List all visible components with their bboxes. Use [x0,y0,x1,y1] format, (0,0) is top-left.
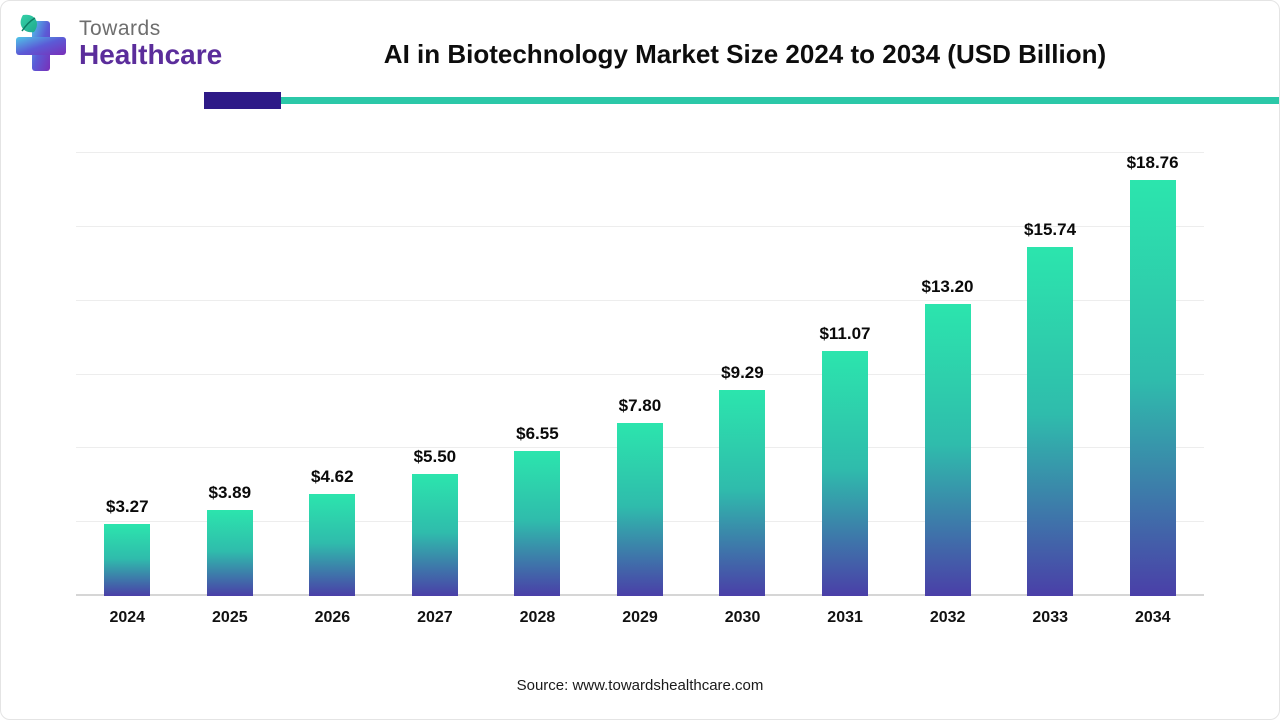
towards-healthcare-logo-icon [16,14,66,71]
bar-value-label: $9.29 [721,363,764,383]
x-axis-label: 2030 [724,609,761,626]
x-axis-label: 2034 [1134,609,1171,626]
bar-column: $15.74 [1024,153,1077,596]
bar-column: $4.62 [309,153,356,596]
bar-column: $13.20 [921,153,974,596]
chart-title: AI in Biotechnology Market Size 2024 to … [383,39,1107,69]
bar-column: $18.76 [1126,153,1179,596]
x-axis-row: 2024 2025 2026 2027 2028 2029 2030 2031 2032 2033… [76,609,1204,627]
gridline [76,299,1204,301]
bar-value-label: $18.76 [1126,153,1179,173]
header-rule-purple [204,92,281,109]
bar [1027,247,1074,596]
bar [924,303,971,596]
bars-row: $3.27 $3.89 $4.62 $5.50 $6.55 $7.80 $9.29 $11.0… [76,153,1204,596]
bar [206,509,253,596]
bar-value-label: $15.74 [1024,220,1077,240]
x-axis-label: 2033 [1032,609,1068,626]
x-axis-label: 2029 [622,609,658,626]
bar-column: $11.07 [819,153,871,596]
x-axis-label: 2032 [929,609,966,626]
logo-healthcare-label: Healthcare [79,39,223,71]
header-rule-teal [281,97,1279,104]
bar-value-label: $3.27 [105,496,149,516]
bar-value-label: $13.20 [921,276,974,296]
bar-value-label: $3.89 [208,482,252,502]
source-note: Source: www.towardshealthcare.com [516,677,764,694]
bar-column: $6.55 [514,153,561,596]
logo-towards-label: Towards [79,17,161,41]
x-axis-label: 2031 [827,609,863,626]
bar-column: $5.50 [411,153,458,596]
bar [309,493,356,596]
bar [104,523,151,596]
bar-value-label: $7.80 [618,396,662,416]
bar-column: $3.27 [104,153,151,596]
bar-column: $9.29 [719,153,766,596]
gridline [76,152,1204,153]
bar [821,350,868,596]
x-axis-label: 2025 [212,609,248,626]
x-axis-label: 2026 [314,609,351,626]
bar [514,450,561,596]
x-axis-label: 2027 [417,609,453,626]
bar-chart: $3.27 $3.89 $4.62 $5.50 $6.55 $7.80 $9.29 $11.0… [76,152,1204,596]
bar [1129,180,1176,596]
bar [719,390,766,596]
gridline [76,373,1204,375]
logo-text: Towards Healthcare [79,17,223,71]
bar-column: $3.89 [206,153,253,596]
gridline [76,225,1204,227]
bar-value-label: $11.07 [819,323,871,343]
bar [411,474,458,596]
logo: Towards Healthcare [13,13,222,75]
bar-column: $7.80 [616,153,663,596]
bar [616,423,663,596]
bar-value-label: $6.55 [516,423,559,443]
x-axis-label: 2024 [109,609,146,626]
bar-value-label: $4.62 [311,466,354,486]
bar-value-label: $5.50 [413,447,457,467]
x-axis-label: 2028 [519,609,556,626]
